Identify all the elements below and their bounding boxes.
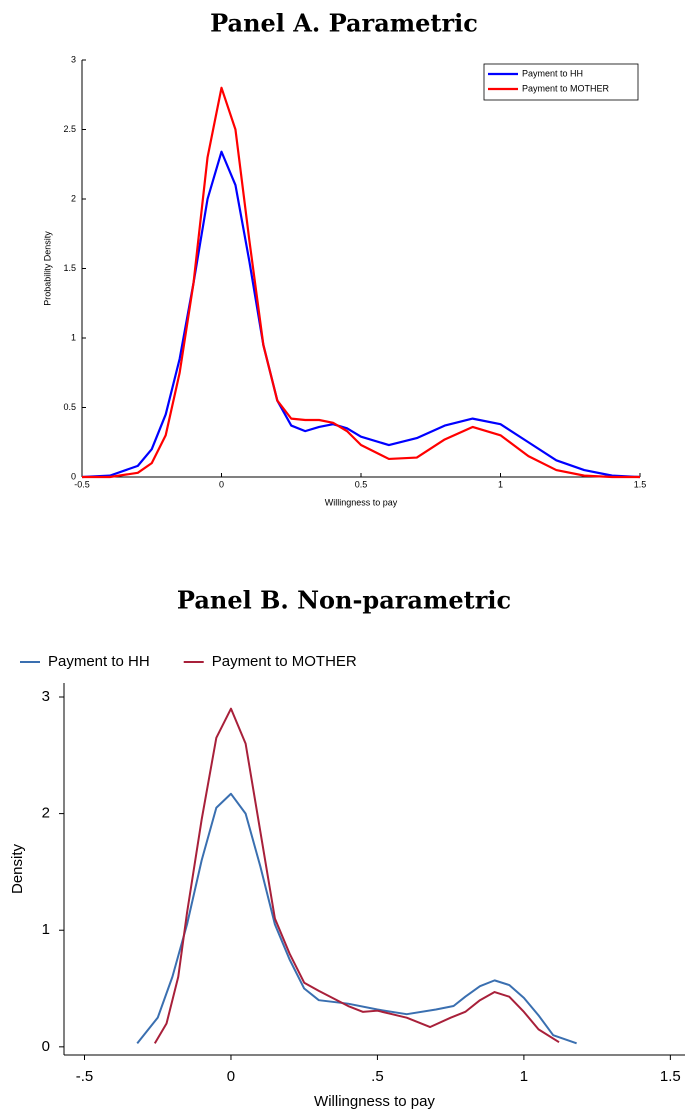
x-tick-label: 1 — [498, 479, 503, 489]
x-tick-label: -.5 — [76, 1068, 94, 1085]
legend-label: Payment to MOTHER — [522, 83, 610, 93]
x-tick-label: 1.5 — [634, 479, 647, 489]
x-axis-label: Willingness to pay — [314, 1093, 435, 1110]
y-tick-label: 3 — [71, 54, 76, 64]
y-tick-label: 3 — [42, 688, 50, 705]
y-tick-label: 1.5 — [63, 263, 76, 273]
series-line — [81, 150, 641, 479]
x-tick-label: 0.5 — [355, 479, 368, 489]
y-tick-label: 0 — [42, 1038, 50, 1055]
x-tick-label: -0.5 — [74, 479, 90, 489]
y-tick-label: 1 — [71, 332, 76, 342]
y-tick-label: 2.5 — [63, 124, 76, 134]
y-tick-label: 2 — [42, 805, 50, 822]
panel-title: Panel A. Parametric — [210, 9, 478, 38]
y-axis-label: Density — [9, 843, 26, 894]
x-tick-label: .5 — [371, 1068, 384, 1085]
x-tick-label: 1 — [520, 1068, 528, 1085]
legend-label: Payment to HH — [48, 653, 150, 670]
series-line — [153, 707, 560, 1044]
series-line — [82, 86, 640, 479]
y-tick-label: 0 — [71, 471, 76, 481]
x-tick-label: 0 — [219, 479, 224, 489]
legend-label: Payment to MOTHER — [212, 653, 357, 670]
series-line — [136, 792, 577, 1045]
y-tick-label: 1 — [42, 921, 50, 938]
y-tick-label: 0.5 — [63, 402, 76, 412]
legend-label: Payment to HH — [522, 68, 583, 78]
legend-box — [483, 63, 639, 101]
x-tick-label: 0 — [227, 1068, 235, 1085]
y-axis-label: Probability Density — [42, 231, 52, 306]
panel-title: Panel B. Non-parametric — [177, 586, 511, 615]
x-tick-label: 1.5 — [660, 1068, 681, 1085]
x-axis-label: Willingness to pay — [325, 497, 398, 507]
y-tick-label: 2 — [71, 193, 76, 203]
